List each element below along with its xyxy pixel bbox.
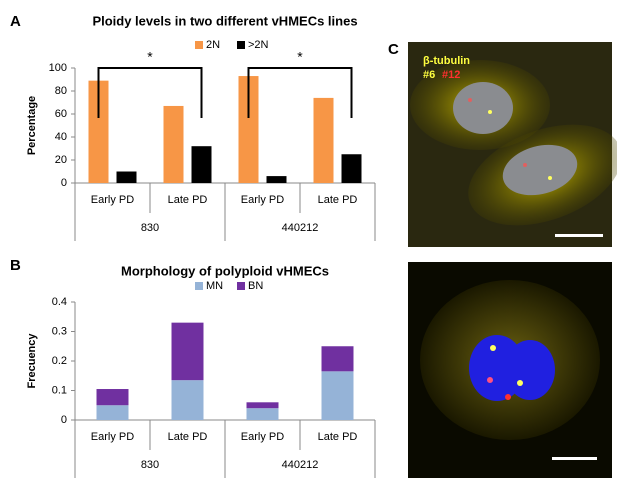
bar [163, 105, 184, 183]
legend-label: MN [206, 280, 223, 292]
y-tick-label: 0.1 [52, 384, 67, 396]
group-label: 830 [141, 459, 159, 471]
bar-segment [96, 389, 129, 406]
bar [341, 154, 362, 183]
bar [116, 171, 137, 183]
bar [191, 146, 212, 183]
significance-bracket [247, 67, 353, 118]
y-tick-label: 20 [55, 154, 67, 166]
significance-star: * [297, 49, 303, 65]
legend-label: >2N [248, 39, 269, 51]
bar-segment [171, 322, 204, 381]
bar-segment [171, 380, 204, 420]
legend-swatch [195, 282, 203, 290]
x-tick-label: Late PD [168, 194, 208, 206]
legend-label: BN [248, 280, 263, 292]
bar [313, 97, 334, 183]
bar-segment [246, 402, 279, 409]
panel-label: B [10, 257, 21, 274]
significance-star: * [147, 49, 153, 65]
bar-segment [321, 346, 354, 372]
group-label: 830 [141, 222, 159, 234]
y-tick-label: 100 [49, 62, 67, 74]
bar [88, 80, 109, 183]
x-tick-label: Late PD [318, 194, 358, 206]
panel-label: C [388, 41, 399, 58]
y-axis-label: Percentage [26, 96, 38, 155]
bar [266, 176, 287, 183]
x-tick-label: Early PD [91, 194, 134, 206]
chart-title: Morphology of polyploid vHMECs [121, 263, 329, 278]
legend-label: 2N [206, 39, 220, 51]
bar [238, 76, 259, 183]
y-tick-label: 60 [55, 108, 67, 120]
y-tick-label: 0 [61, 177, 67, 189]
x-tick-label: Early PD [91, 431, 134, 443]
bar-segment [321, 371, 354, 420]
x-tick-label: Late PD [168, 431, 208, 443]
legend-swatch [237, 282, 245, 290]
panel-label: A [10, 13, 21, 30]
x-tick-label: Early PD [241, 431, 284, 443]
significance-bracket [97, 67, 203, 118]
chart-title: Ploidy levels in two different vHMECs li… [92, 13, 357, 28]
micrograph-top: β-tubulin #6 #12 [408, 42, 617, 247]
x-tick-label: Late PD [318, 431, 358, 443]
x-tick-label: Early PD [241, 194, 284, 206]
legend-swatch [195, 41, 203, 49]
bar-segment [246, 408, 279, 420]
group-label: 440212 [282, 459, 319, 471]
y-tick-label: 40 [55, 131, 67, 143]
y-tick-label: 0 [61, 414, 67, 426]
y-tick-label: 0.2 [52, 355, 67, 367]
y-axis-label: Frecuency [26, 333, 38, 389]
image-label: #12 [442, 69, 460, 81]
image-label: β-tubulin [423, 55, 470, 67]
image-label: #6 [423, 69, 435, 81]
bar-segment [96, 405, 129, 420]
y-tick-label: 0.3 [52, 325, 67, 337]
group-label: 440212 [282, 222, 319, 234]
micrograph-bottom [408, 262, 612, 478]
y-tick-label: 0.4 [52, 296, 67, 308]
legend-swatch [237, 41, 245, 49]
y-tick-label: 80 [55, 85, 67, 97]
